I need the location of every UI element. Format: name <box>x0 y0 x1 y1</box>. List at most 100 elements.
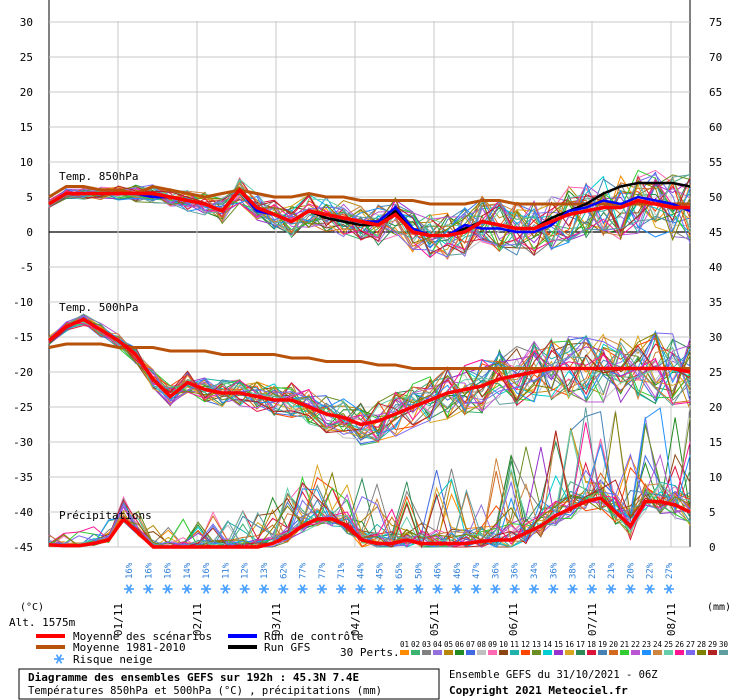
right-tick-label: 25 <box>709 366 722 379</box>
x-tick-label: 06/11 <box>507 603 520 636</box>
left-tick-label: 0 <box>26 226 33 239</box>
member-id-label: 04 <box>433 640 443 649</box>
snow-risk-percent: 16% <box>202 562 212 579</box>
snowflake-icon <box>201 584 212 594</box>
right-tick-label: 55 <box>709 156 722 169</box>
chart-grid <box>48 0 691 548</box>
left-tick-label: -5 <box>20 261 33 274</box>
ensemble-member-line <box>48 321 691 435</box>
snow-risk-item: 11% <box>220 562 231 594</box>
right-tick-label: 45 <box>709 226 722 239</box>
member-color-swatch <box>521 650 530 655</box>
snow-risk-item: 16% <box>201 562 212 594</box>
snow-risk-percent: 46% <box>453 562 463 579</box>
snow-risk-percent: 14% <box>183 562 193 579</box>
member-color-swatch <box>532 650 541 655</box>
snowflake-icon <box>413 584 424 594</box>
right-tick-label: 10 <box>709 471 722 484</box>
member-id-label: 05 <box>444 640 453 649</box>
snowflake-icon <box>394 584 404 594</box>
snowflake-icon <box>220 584 231 594</box>
snowflake-icon <box>181 584 192 594</box>
right-tick-label: 20 <box>709 401 722 414</box>
member-id-label: 07 <box>466 640 475 649</box>
ensemble-member-line <box>48 411 691 548</box>
snowflake-icon <box>664 584 674 594</box>
member-color-swatch <box>477 650 486 655</box>
x-tick-label: 01/11 <box>112 603 125 636</box>
snow-risk-percent: 11% <box>221 562 231 579</box>
snow-risk-item: 27% <box>664 562 675 594</box>
member-id-label: 06 <box>455 640 465 649</box>
member-color-swatch <box>697 650 706 655</box>
snow-risk-percent: 12% <box>241 562 251 579</box>
ensemble-member-line <box>48 177 691 257</box>
snow-risk-percent: 16% <box>144 562 154 579</box>
member-id-label: 26 <box>675 640 685 649</box>
snow-risk-item: 46% <box>451 562 463 594</box>
left-tick-label: -40 <box>13 506 33 519</box>
member-id-label: 28 <box>697 640 707 649</box>
snowflake-icon <box>644 584 655 594</box>
footer-subtitle: Températures 850hPa et 500hPa (°C) , pré… <box>28 685 382 697</box>
snow-risk-percent: 65% <box>395 562 405 579</box>
member-id-label: 19 <box>598 640 607 649</box>
member-color-swatch <box>598 650 607 655</box>
ensemble-member-line <box>48 174 691 256</box>
snowflake-icon <box>586 584 597 594</box>
snow-risk-item: 36% <box>509 562 521 594</box>
member-id-label: 08 <box>477 640 487 649</box>
snowflake-icon <box>625 584 636 594</box>
member-color-swatch <box>411 650 420 655</box>
label-t500: Temp. 500hPa <box>59 301 138 314</box>
member-color-swatch <box>444 650 453 655</box>
member-color-swatch <box>488 650 497 655</box>
snow-risk-percent: 36% <box>549 562 559 579</box>
member-id-label: 16 <box>565 640 575 649</box>
snow-risk-percent: 16% <box>164 562 174 579</box>
snowflake-icon <box>529 584 539 594</box>
member-id-label: 14 <box>543 640 553 649</box>
snow-risk-percent: 16% <box>125 562 135 579</box>
member-id-label: 13 <box>532 640 541 649</box>
snowflake-icon <box>548 584 559 594</box>
x-tick-label: 04/11 <box>349 603 362 636</box>
member-color-swatch <box>433 650 442 655</box>
series-line-precip <box>48 496 691 549</box>
snowflake-icon <box>316 584 327 594</box>
member-id-label: 25 <box>664 640 673 649</box>
legend-label-climatology: Moyenne 1981-2010 <box>73 641 186 654</box>
right-tick-label: 60 <box>709 121 722 134</box>
member-id-label: 23 <box>642 640 651 649</box>
snow-risk-percent: 25% <box>588 562 598 579</box>
left-tick-label: 5 <box>26 191 33 204</box>
snowflake-icon <box>336 584 347 594</box>
ensemble-member-line <box>48 321 691 436</box>
right-tick-label: 0 <box>709 541 716 554</box>
snow-risk-percent: 50% <box>414 562 424 579</box>
snow-risk-item: 12% <box>239 562 251 594</box>
series-line-t850 <box>48 187 690 238</box>
snow-risk-item: 36% <box>548 562 559 594</box>
altitude-label: Alt. 1575m <box>9 616 76 629</box>
member-color-swatch <box>675 650 684 655</box>
member-color-swatch <box>510 650 519 655</box>
footer-copyright: Copyright 2021 Meteociel.fr <box>449 684 628 697</box>
snow-risk-item: 65% <box>394 562 405 594</box>
snow-risk-percent: 27% <box>665 562 675 579</box>
snowflake-icon <box>162 584 173 594</box>
snow-risk-percent: 47% <box>472 562 482 579</box>
member-color-swatch <box>686 650 695 655</box>
snow-risk-percent: 77% <box>299 562 309 579</box>
member-color-swatch <box>609 650 618 655</box>
snow-risk-percent: 44% <box>356 562 366 579</box>
ensemble-member-line <box>48 321 691 435</box>
snow-risk-item: 25% <box>586 562 598 594</box>
snowflake-icon <box>451 584 462 594</box>
ensemble-member-lines <box>48 169 691 549</box>
member-color-swatch <box>631 650 640 655</box>
right-tick-label: 75 <box>709 16 722 29</box>
right-axis-unit: (mm) <box>707 602 731 613</box>
